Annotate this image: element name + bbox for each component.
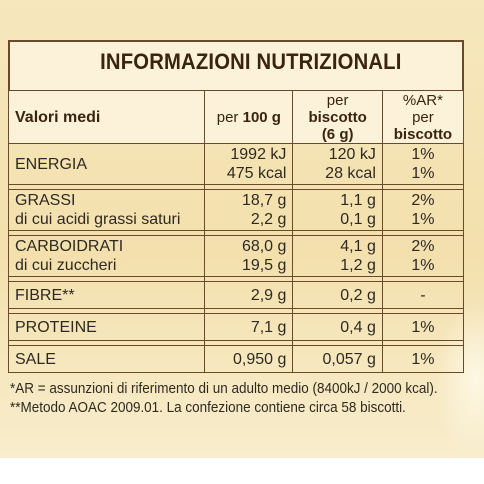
value-per-100g: 1992 kJ 475 kcal bbox=[204, 143, 294, 185]
value-ar-2: 1% bbox=[411, 211, 435, 228]
nutrient-name: SALE bbox=[7, 345, 206, 373]
value-main: 68,0 g bbox=[241, 238, 287, 255]
title-bar: INFORMAZIONI NUTRIZIONALI bbox=[32, 46, 470, 78]
value-per-100g: 18,7 g 2,2 g bbox=[204, 189, 294, 231]
value-per-biscotto: 0,2 g bbox=[292, 281, 383, 309]
value-sub: 1,2 g bbox=[340, 257, 376, 274]
value-ar: 1% bbox=[381, 345, 465, 373]
value-ar: - bbox=[381, 281, 465, 309]
header-per-100g-bold: 100 g bbox=[242, 108, 281, 126]
value-per-100g: 2,9 g bbox=[204, 281, 294, 309]
value-per-biscotto: 1,1 g 0,1 g bbox=[292, 189, 383, 231]
value-per-100g: 7,1 g bbox=[204, 313, 294, 341]
value-main: 1,1 g bbox=[340, 192, 376, 209]
header-valori-medi: Valori medi bbox=[7, 90, 206, 144]
value-ar-1: 2% bbox=[411, 238, 435, 255]
header-per-biscotto-prefix: per bbox=[326, 91, 349, 109]
header-ar-line1: %AR* bbox=[402, 91, 443, 109]
value-main: 4,1 g bbox=[340, 238, 376, 255]
footnote-metodo: **Metodo AOAC 2009.01. La confezione con… bbox=[10, 400, 406, 416]
value-ar: 2% 1% bbox=[381, 235, 465, 277]
value-main: 18,7 g bbox=[241, 192, 287, 209]
row-grassi: GRASSI di cui acidi grassi saturi 18,7 g… bbox=[7, 189, 465, 231]
row-energia: ENERGIA 1992 kJ 475 kcal 120 kJ 28 kcal … bbox=[7, 143, 465, 185]
footnotes: *AR = assunzioni di riferimento di un ad… bbox=[10, 380, 480, 418]
value-sub: 0,1 g bbox=[340, 211, 376, 228]
header-per-100g: per 100 g bbox=[204, 90, 294, 144]
header-per-biscotto: per biscotto (6 g) bbox=[292, 90, 383, 144]
value-ar-2: 1% bbox=[411, 165, 435, 182]
nutrient-name: ENERGIA bbox=[7, 143, 206, 185]
header-per-100g-prefix: per bbox=[216, 108, 239, 126]
value-sub: 2,2 g bbox=[250, 211, 287, 228]
nutrient-name: PROTEINE bbox=[7, 313, 206, 341]
value-per-100g: 68,0 g 19,5 g bbox=[204, 235, 294, 277]
value-ar-1: 2% bbox=[411, 192, 435, 209]
table-header-row: Valori medi per 100 g per biscotto (6 g)… bbox=[7, 90, 465, 144]
row-carboidrati: CARBOIDRATI di cui zuccheri 68,0 g 19,5 … bbox=[7, 235, 465, 277]
nutrition-table: Valori medi per 100 g per biscotto (6 g)… bbox=[7, 90, 465, 373]
nutrient-sub: di cui acidi grassi saturi bbox=[15, 211, 181, 228]
value-kcal: 28 kcal bbox=[325, 165, 376, 182]
table-title: INFORMAZIONI NUTRIZIONALI bbox=[100, 49, 402, 74]
row-proteine: PROTEINE 7,1 g 0,4 g 1% bbox=[7, 313, 465, 341]
row-fibre: FIBRE** 2,9 g 0,2 g - bbox=[7, 281, 465, 309]
value-kj: 120 kJ bbox=[328, 146, 376, 163]
header-per-biscotto-weight: (6 g) bbox=[321, 125, 354, 143]
value-ar: 1% bbox=[381, 313, 465, 341]
value-sub: 19,5 g bbox=[241, 257, 287, 274]
footnote-ar: *AR = assunzioni di riferimento di un ad… bbox=[10, 381, 438, 397]
value-kj: 1992 kJ bbox=[230, 146, 287, 163]
nutrient-main: CARBOIDRATI bbox=[15, 238, 124, 255]
value-per-biscotto: 120 kJ 28 kcal bbox=[292, 143, 383, 185]
value-per-biscotto: 0,4 g bbox=[292, 313, 383, 341]
value-ar-1: 1% bbox=[411, 146, 435, 163]
nutrient-name: GRASSI di cui acidi grassi saturi bbox=[7, 189, 206, 231]
header-ar-line2: per biscotto bbox=[389, 109, 457, 143]
value-per-biscotto: 0,057 g bbox=[292, 345, 383, 373]
nutrient-name: FIBRE** bbox=[7, 281, 206, 309]
value-ar: 2% 1% bbox=[381, 189, 465, 231]
nutrient-main: GRASSI bbox=[15, 192, 76, 209]
value-kcal: 475 kcal bbox=[226, 165, 287, 182]
header-ar: %AR* per biscotto bbox=[381, 90, 465, 144]
header-per-biscotto-bold: biscotto bbox=[308, 108, 367, 126]
value-per-biscotto: 4,1 g 1,2 g bbox=[292, 235, 383, 277]
header-ar-prefix: per bbox=[412, 108, 434, 126]
nutrient-name: CARBOIDRATI di cui zuccheri bbox=[7, 235, 206, 277]
header-ar-bold: biscotto bbox=[393, 125, 453, 143]
value-per-100g: 0,950 g bbox=[204, 345, 294, 373]
header-per-biscotto-line1: per biscotto bbox=[299, 92, 375, 126]
value-ar-2: 1% bbox=[411, 257, 435, 274]
nutrient-sub: di cui zuccheri bbox=[15, 257, 117, 274]
value-ar: 1% 1% bbox=[381, 143, 465, 185]
row-sale: SALE 0,950 g 0,057 g 1% bbox=[7, 345, 465, 373]
